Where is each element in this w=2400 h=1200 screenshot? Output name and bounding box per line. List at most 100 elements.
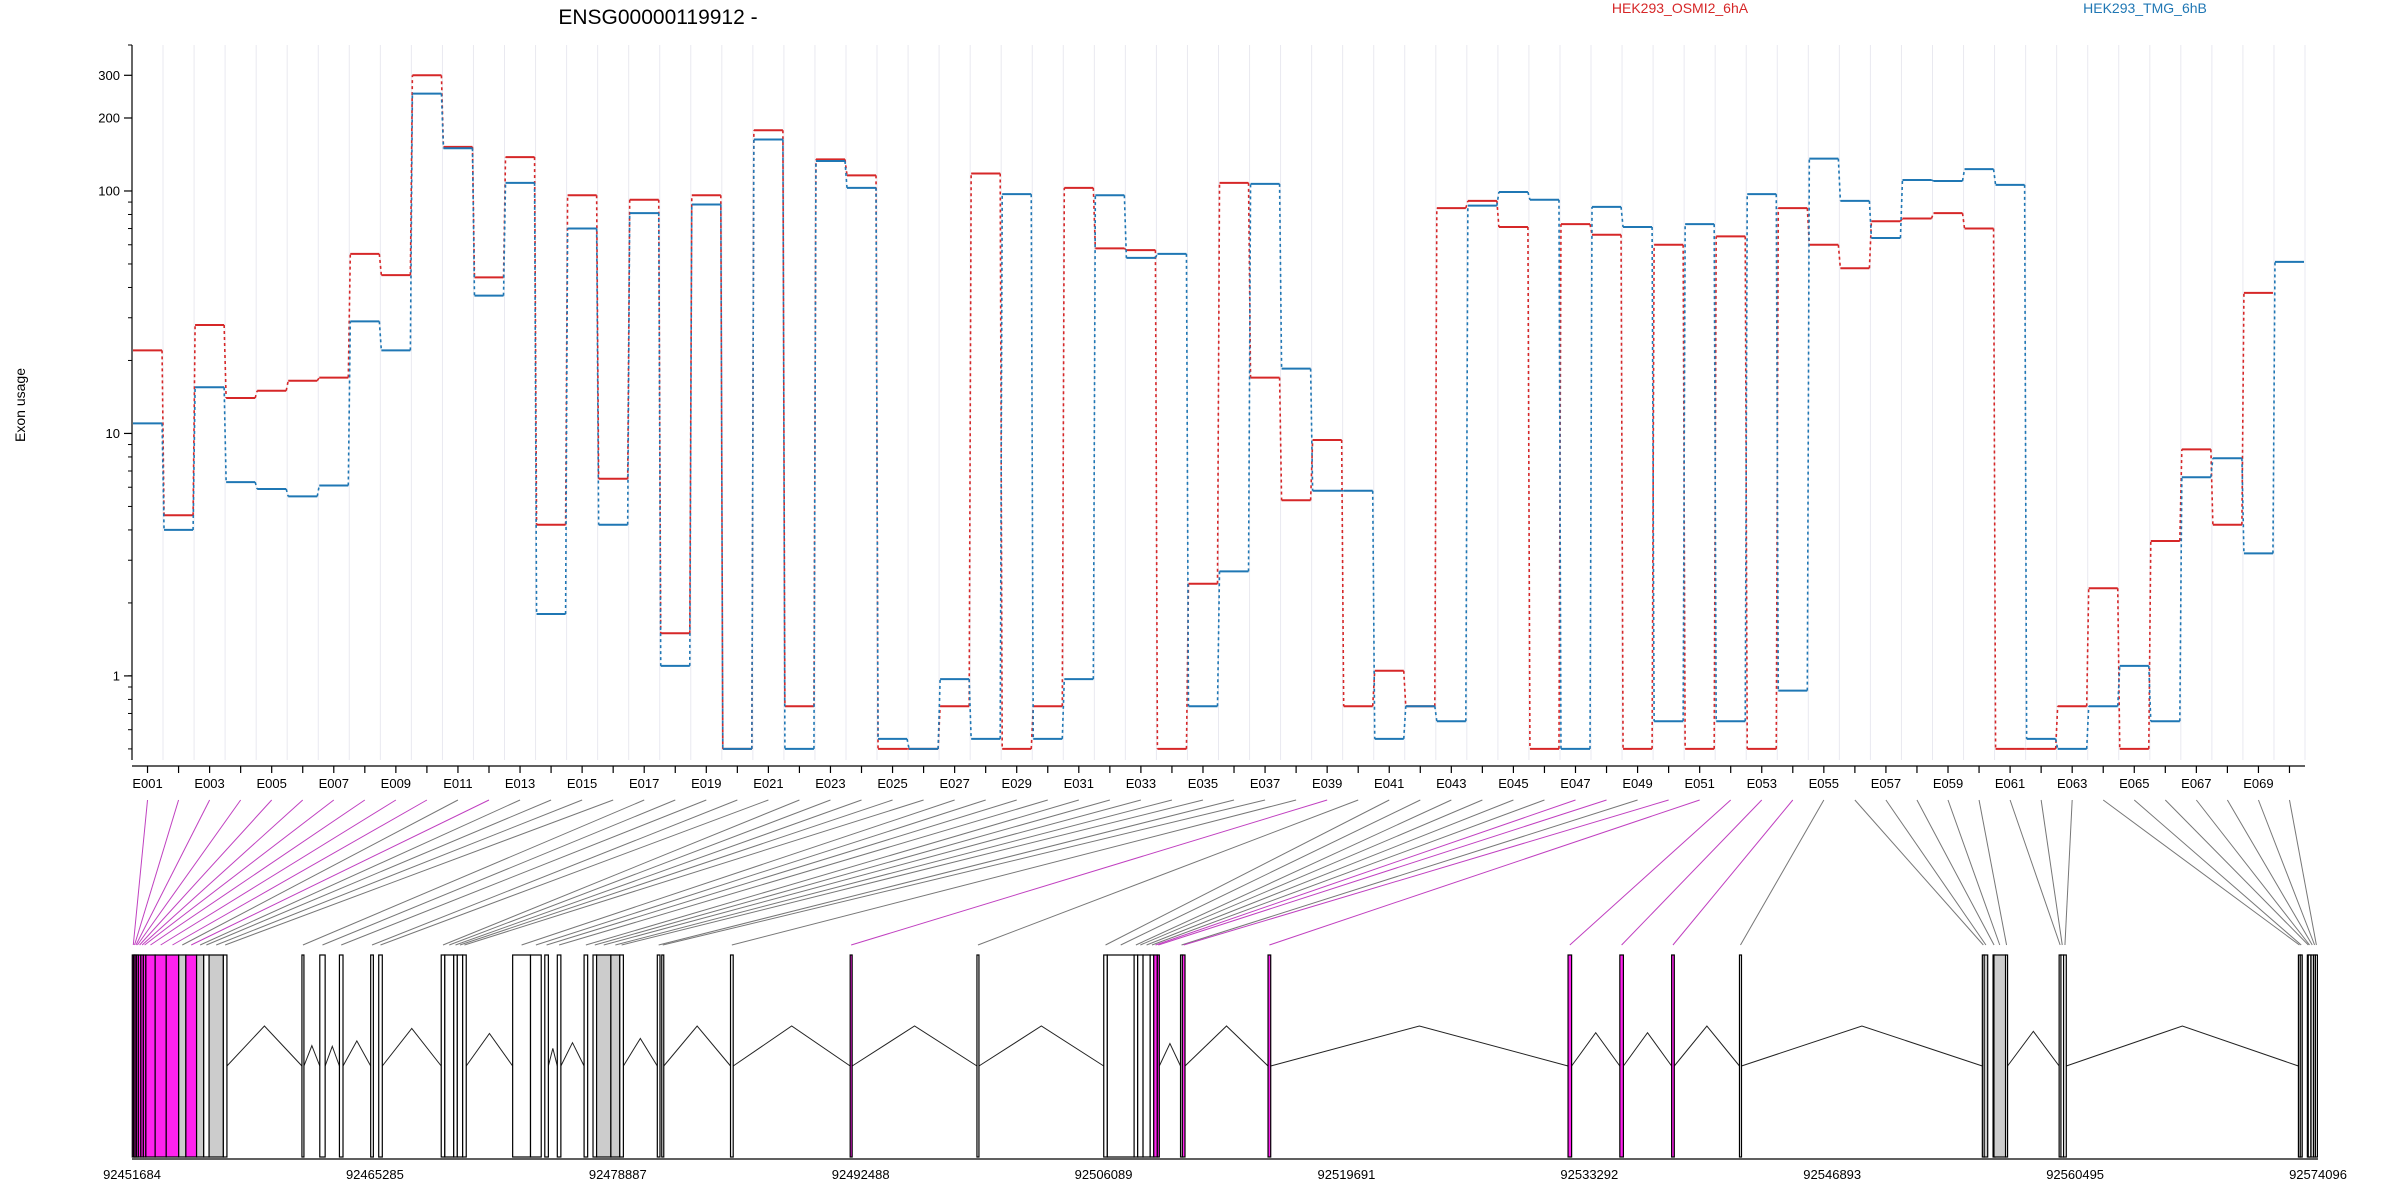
series-connector bbox=[1713, 236, 1717, 749]
genomic-coordinate-labels: 92451684 92465285 92478887 92492488 92506089… bbox=[103, 1167, 2347, 1182]
exon-connector bbox=[1978, 799, 2008, 946]
exon-box bbox=[556, 954, 562, 1158]
series-connector bbox=[657, 199, 662, 634]
exon-connector bbox=[1181, 799, 1638, 946]
series-connector bbox=[316, 377, 320, 382]
exon-box bbox=[529, 954, 542, 1158]
exon-box bbox=[444, 954, 455, 1158]
series-connector bbox=[409, 93, 414, 351]
genomic-coordinate-label: 92574096 bbox=[2289, 1167, 2347, 1182]
series-connector bbox=[875, 187, 879, 739]
exon-connector bbox=[2009, 799, 2061, 946]
exon-connector bbox=[1569, 799, 1732, 946]
exon-label: E041 bbox=[1374, 776, 1404, 791]
series-connector bbox=[1961, 169, 1966, 182]
y-tick-label: 200 bbox=[98, 110, 120, 125]
intron-line bbox=[1741, 1025, 1983, 1067]
series-connector bbox=[1247, 182, 1252, 378]
series-connector bbox=[471, 146, 476, 278]
exon-label: E043 bbox=[1436, 776, 1466, 791]
exon-connector bbox=[615, 799, 1173, 946]
exon-label: E017 bbox=[629, 776, 659, 791]
exon-label: E057 bbox=[1871, 776, 1901, 791]
intron-line bbox=[1623, 1031, 1673, 1067]
series-connector bbox=[502, 182, 507, 296]
exon-connector bbox=[132, 799, 149, 946]
intron-line bbox=[381, 1027, 442, 1067]
exon-connector bbox=[190, 799, 490, 946]
series-connector bbox=[254, 390, 258, 399]
series-connector bbox=[1061, 679, 1066, 739]
series-connector bbox=[1837, 158, 1842, 201]
exon-box bbox=[849, 954, 853, 1158]
exon-connector bbox=[546, 799, 1017, 946]
series-0 bbox=[133, 74, 2273, 750]
series-connector bbox=[1030, 706, 1035, 749]
series-connector bbox=[2241, 458, 2245, 554]
exon-connector bbox=[224, 799, 614, 946]
series-1 bbox=[133, 92, 2304, 750]
series-connector bbox=[1154, 250, 1159, 749]
exon-box bbox=[203, 954, 210, 1158]
exon-box bbox=[195, 954, 205, 1158]
series-connector bbox=[688, 204, 693, 666]
exon-box bbox=[462, 954, 467, 1158]
series-connector bbox=[1247, 183, 1252, 572]
exon-label: E029 bbox=[1002, 776, 1032, 791]
series-connector bbox=[1837, 244, 1842, 269]
exon-connector bbox=[144, 799, 335, 946]
exon-box bbox=[1156, 954, 1160, 1158]
intron-line bbox=[226, 1025, 303, 1067]
series-connector bbox=[2272, 261, 2276, 554]
exon-label: E055 bbox=[1809, 776, 1839, 791]
exon-box bbox=[1567, 954, 1573, 1158]
exon-connector bbox=[1621, 799, 1763, 946]
series-connector bbox=[1030, 194, 1035, 739]
series-connector bbox=[347, 253, 352, 378]
genomic-coordinate-label: 92560495 bbox=[2046, 1167, 2104, 1182]
exon-connector bbox=[1183, 799, 1669, 946]
series-connector bbox=[1434, 706, 1438, 722]
genomic-coordinate-label: 92546893 bbox=[1803, 1167, 1861, 1182]
exon-connector bbox=[206, 799, 552, 946]
series-connector bbox=[1434, 208, 1438, 707]
intron-line bbox=[1270, 1025, 1569, 1067]
intron-line bbox=[978, 1025, 1105, 1067]
exon-box bbox=[370, 954, 374, 1158]
series-connector bbox=[1465, 205, 1469, 722]
series-connector bbox=[999, 194, 1004, 739]
series-connector bbox=[813, 160, 817, 749]
genomic-coordinate-label: 92506089 bbox=[1075, 1167, 1133, 1182]
series-connector bbox=[1278, 377, 1283, 501]
intron-line bbox=[547, 1048, 558, 1067]
series-connector bbox=[1309, 368, 1314, 491]
intron-line bbox=[851, 1025, 978, 1067]
exon-connector bbox=[2195, 799, 2310, 946]
series-connector bbox=[1651, 227, 1655, 722]
exon-connector bbox=[341, 799, 707, 946]
series-connector bbox=[2085, 588, 2090, 707]
intron-line bbox=[324, 1044, 340, 1067]
series-connector bbox=[1123, 195, 1128, 258]
exon-box bbox=[165, 954, 180, 1158]
exon-label: E011 bbox=[443, 776, 472, 791]
exon-label: E065 bbox=[2119, 776, 2149, 791]
exon-connector bbox=[1151, 799, 1545, 946]
series-connector bbox=[223, 325, 227, 399]
series-connector bbox=[192, 325, 196, 516]
series-connector bbox=[223, 387, 227, 483]
exon-box bbox=[1983, 954, 1989, 1158]
exon-connector bbox=[455, 799, 862, 946]
y-tick-label: 100 bbox=[98, 183, 120, 198]
exon-box bbox=[319, 954, 326, 1158]
exon-tick-labels: E001 E003 E005 E007 E009 E011 E013 E015 E017 E019… bbox=[132, 766, 2291, 791]
exon-box bbox=[2314, 954, 2318, 1158]
exon-connector bbox=[2133, 799, 2302, 946]
exon-box bbox=[301, 954, 305, 1158]
exon-connector bbox=[2257, 799, 2316, 946]
series-connector bbox=[1589, 223, 1593, 235]
exon-label: E051 bbox=[1684, 776, 1714, 791]
exon-connector bbox=[603, 799, 1142, 946]
exon-connector bbox=[662, 799, 1266, 946]
